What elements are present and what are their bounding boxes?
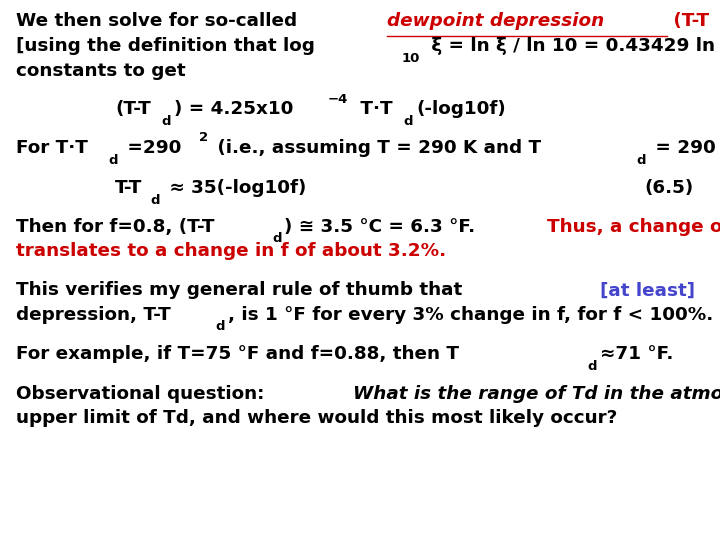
Text: Thus, a change of (T-T: Thus, a change of (T-T [547,218,720,235]
Text: [using the definition that log: [using the definition that log [16,37,315,55]
Text: ) = 4.25x10: ) = 4.25x10 [174,100,293,118]
Text: For example, if T=75 °F and f=0.88, then T: For example, if T=75 °F and f=0.88, then… [16,345,459,363]
Text: We then solve for so-called: We then solve for so-called [16,12,303,30]
Text: T-T: T-T [115,179,143,197]
Text: (T-T: (T-T [667,12,709,30]
Text: d: d [272,232,282,246]
Text: constants to get: constants to get [16,62,186,79]
Text: = 290 K) we have: = 290 K) we have [649,139,720,157]
Text: 10: 10 [402,51,420,65]
Text: Then for f=0.8, (T-T: Then for f=0.8, (T-T [16,218,215,235]
Text: For T·T: For T·T [16,139,88,157]
Text: −4: −4 [328,92,348,106]
Text: ≈ 35(-log10f): ≈ 35(-log10f) [163,179,306,197]
Text: translates to a change in f of about 3.2%.: translates to a change in f of about 3.2… [16,242,446,260]
Text: =290: =290 [121,139,181,157]
Text: dewpoint depression: dewpoint depression [387,12,604,30]
Text: d: d [636,154,646,167]
Text: depression, T-T: depression, T-T [16,306,171,323]
Text: T·T: T·T [354,100,392,118]
Text: 2: 2 [199,131,208,145]
Text: d: d [150,193,160,207]
Text: What is the range of Td in the atmosphere?: What is the range of Td in the atmospher… [353,384,720,402]
Text: Observational question:: Observational question: [16,384,277,402]
Text: ) ≅ 3.5 °C = 6.3 °F.: ) ≅ 3.5 °C = 6.3 °F. [284,218,488,235]
Text: d: d [404,115,413,129]
Text: d: d [109,154,118,167]
Text: , is 1 °F for every 3% change in f, for f < 100%.: , is 1 °F for every 3% change in f, for … [228,306,713,323]
Text: (-log10f): (-log10f) [416,100,505,118]
Text: ξ = ln ξ / ln 10 = 0.43429 ln ξ], and substitute for: ξ = ln ξ / ln 10 = 0.43429 ln ξ], and su… [426,37,720,55]
Text: This verifies my general rule of thumb that: This verifies my general rule of thumb t… [16,281,469,299]
Text: d: d [588,360,597,373]
Text: (i.e., assuming T = 290 K and T: (i.e., assuming T = 290 K and T [210,139,541,157]
Text: (T-T: (T-T [115,100,151,118]
Text: d: d [161,115,171,129]
Text: upper limit of Td, and where would this most likely occur?: upper limit of Td, and where would this … [16,409,617,427]
Text: (6.5): (6.5) [644,179,693,197]
Text: [at least]: [at least] [600,281,695,299]
Text: ≈71 °F.: ≈71 °F. [600,345,673,363]
Text: d: d [215,320,225,334]
